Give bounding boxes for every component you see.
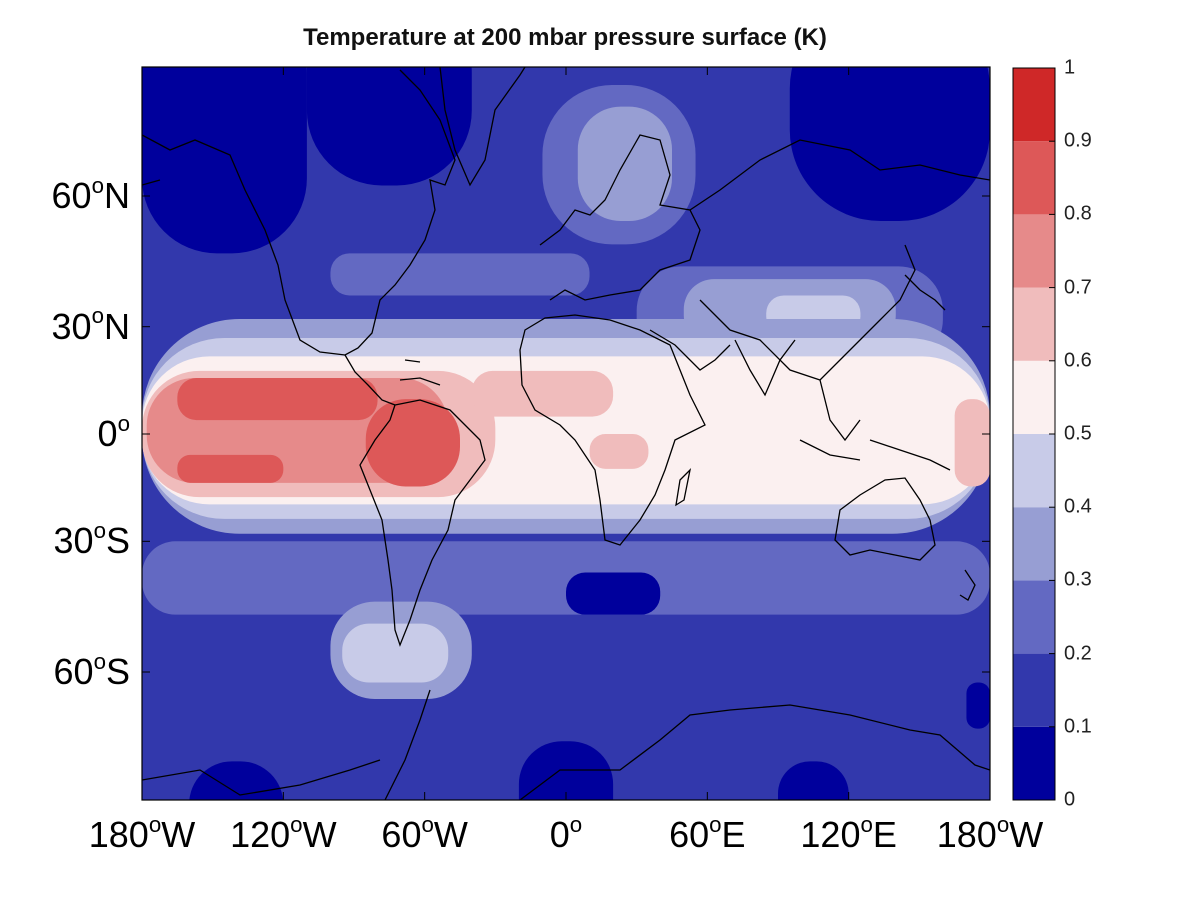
field-region-antarctic-cold-west — [189, 761, 284, 800]
colorbar-bin — [1013, 507, 1055, 581]
colorbar-tick-label: 0.6 — [1064, 349, 1092, 372]
field-region-south-midlat-a — [142, 541, 990, 615]
longitude-label: 60oE — [669, 811, 746, 855]
longitude-label: 120oW — [230, 811, 337, 855]
coastline-north-america — [142, 69, 456, 356]
colorbar-bin — [1013, 214, 1055, 288]
coastline-new-zealand — [959, 569, 976, 601]
colorbar-bin — [1013, 580, 1055, 654]
colorbar-tick-label: 0.5 — [1064, 422, 1092, 445]
field-region-pacific-nz-cold — [966, 682, 990, 729]
coastline-greenland — [439, 67, 526, 187]
colorbar-bin — [1013, 726, 1055, 800]
field-region-atlantic-midlat — [330, 253, 590, 296]
colorbar-tick-label: 0.7 — [1064, 276, 1092, 299]
coastline-southeast-asia — [799, 379, 951, 471]
field-region-amazon-hot — [365, 399, 460, 487]
field-region-africa-warm — [589, 434, 649, 469]
colorbar-bin — [1013, 360, 1055, 434]
longitude-label: 0o — [549, 811, 583, 855]
colorbar-tick-label: 0 — [1064, 788, 1076, 811]
colorbar-bin — [1013, 434, 1055, 508]
colorbar-tick-label: 0.3 — [1064, 568, 1092, 591]
field-region-pacific-hot-south — [177, 454, 284, 483]
coastline-arabia-india — [649, 329, 796, 397]
latitude-label: 60oN — [51, 172, 130, 216]
coastline-africa — [519, 314, 706, 546]
colorbar-bin — [1013, 68, 1055, 142]
coastline-antarctica — [142, 689, 990, 800]
field-region-north-pole-cold-center — [306, 67, 472, 186]
colorbar-tick-label: 0.9 — [1064, 129, 1092, 152]
colorbar-tick-label: 0.8 — [1064, 202, 1092, 225]
field-region-pacific-hot-north — [177, 378, 378, 421]
field-region-atlantic-warm — [471, 370, 614, 417]
latitude-label: 60oS — [53, 648, 130, 692]
latitude-label: 0o — [97, 410, 130, 454]
coastline-central-america — [344, 354, 441, 406]
coastline-asia — [689, 139, 990, 381]
longitude-label: 60oW — [381, 811, 468, 855]
coastline-madagascar — [675, 468, 692, 507]
longitude-label: 120oE — [800, 811, 897, 855]
field-region-north-pole-cold-east — [789, 67, 990, 221]
field-region-europe-warm-inner — [577, 106, 672, 221]
colorbar-tick-label: 0.1 — [1064, 715, 1092, 738]
coastline-europe — [539, 134, 701, 301]
field-region-indian-ocean-cold — [566, 572, 661, 615]
latitude-label: 30oS — [53, 518, 130, 562]
coastline-japan — [904, 274, 946, 311]
field-region-dateline-warm — [954, 399, 990, 487]
longitude-label: 180oW — [88, 811, 196, 855]
colorbar-bin — [1013, 287, 1055, 361]
coastlines — [142, 67, 990, 800]
latitude-label: 30oN — [51, 303, 130, 347]
colorbar-tick-label: 0.2 — [1064, 642, 1092, 665]
field-region-antarctic-cold-east — [778, 761, 849, 800]
coastline-south-america — [359, 399, 486, 647]
field-region-north-pole-cold-west — [142, 67, 307, 254]
map-title: Temperature at 200 mbar pressure surface… — [303, 24, 827, 51]
colorbar-bin — [1013, 653, 1055, 727]
colorbar — [1012, 67, 1056, 801]
colorbar-tick-label: 1 — [1064, 56, 1076, 79]
longitude-label: 180oW — [936, 811, 1044, 855]
coastline-australia — [834, 477, 936, 561]
field-region-south-andes-core — [342, 623, 449, 683]
colorbar-tick-label: 0.4 — [1064, 495, 1092, 518]
colorbar-bin — [1013, 141, 1055, 215]
axis-ticks — [141, 67, 991, 800]
